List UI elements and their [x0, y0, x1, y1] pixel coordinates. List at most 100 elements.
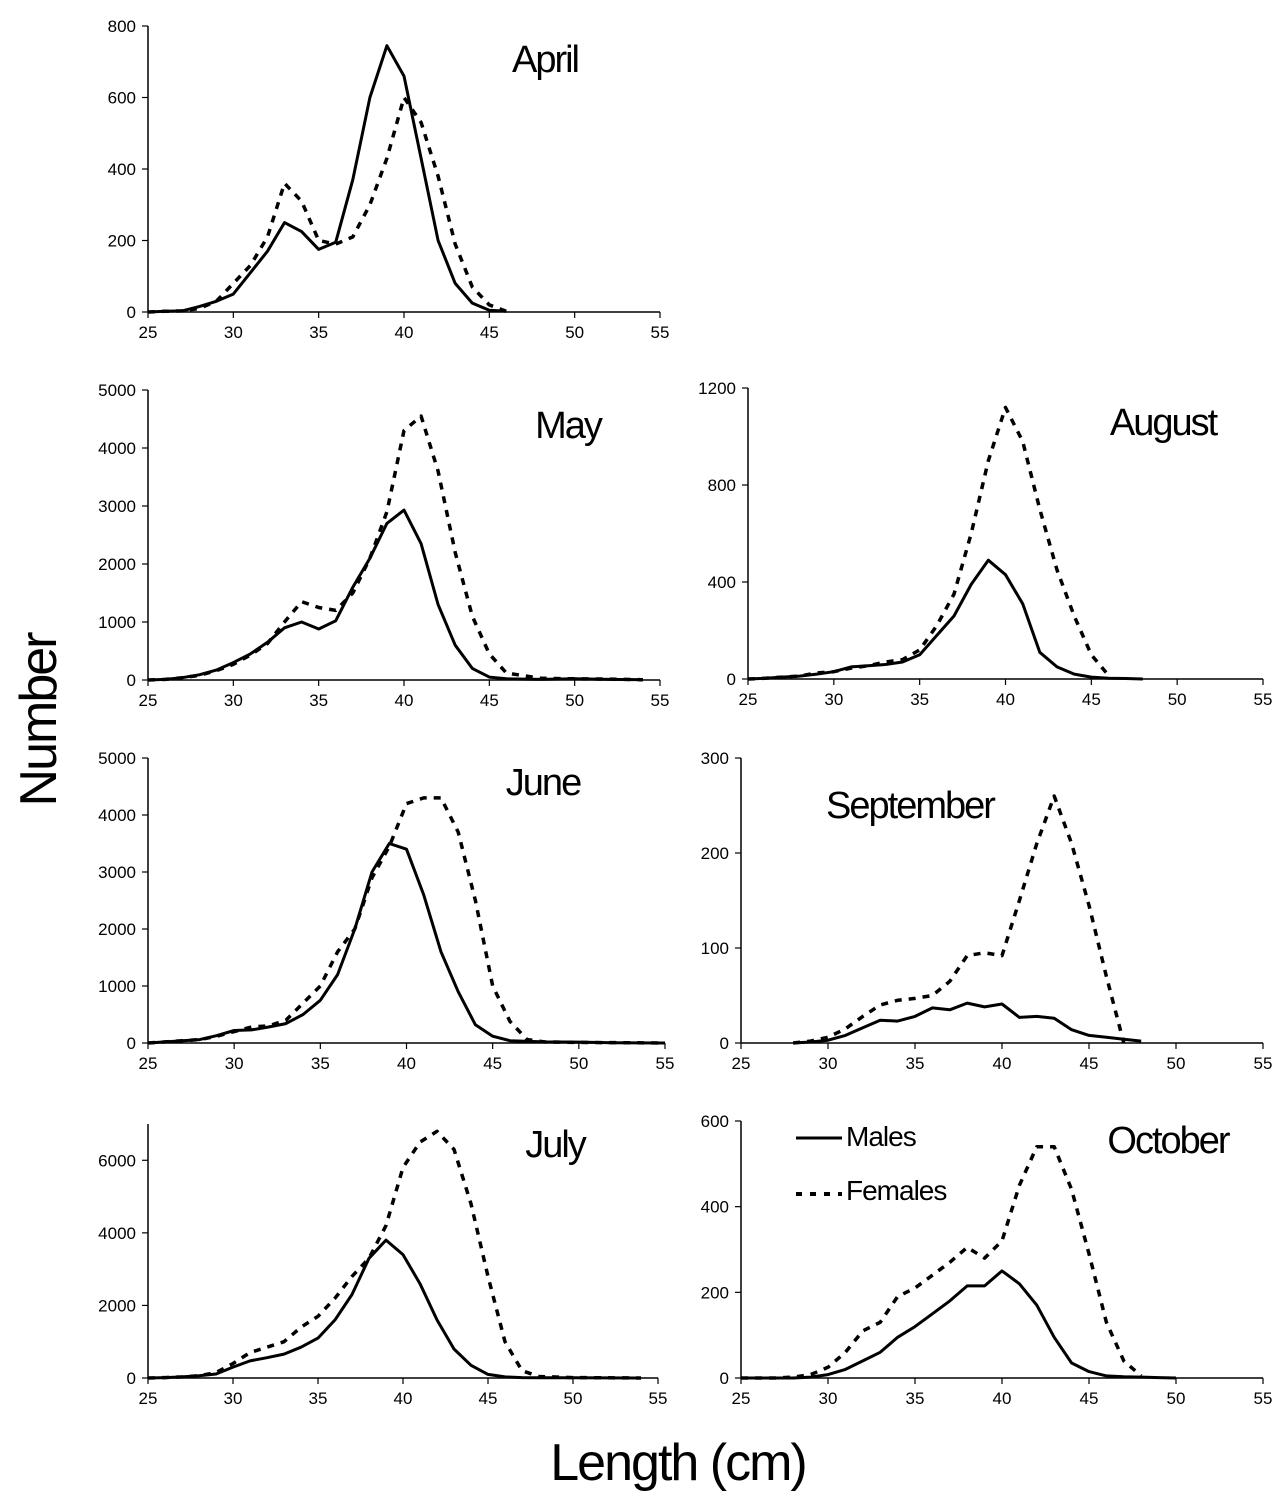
panel-october: 25 30 35 40 45 50 55 0 200 400 600 October [701, 1112, 1273, 1408]
may-x-tick-label: 30 [224, 691, 243, 710]
april-x-tick-label: 45 [480, 323, 499, 342]
june-x-tick-label: 55 [656, 1054, 675, 1073]
june-x-tick-label: 25 [139, 1054, 158, 1073]
september-x-tick-label: 25 [732, 1054, 751, 1073]
x-axis-title: Length (cm) [550, 1434, 805, 1492]
october-y-tick-label: 200 [701, 1283, 729, 1302]
july-x-tick-label: 40 [394, 1389, 413, 1408]
august-x-tick-label: 45 [1082, 690, 1101, 709]
july-series-females [147, 1129, 642, 1380]
june-x-tick-label: 35 [311, 1054, 330, 1073]
june-y-tick-label: 3000 [98, 863, 136, 882]
august-series-females [747, 405, 1110, 681]
may-y-tick-label: 5000 [98, 381, 136, 400]
june-y-tick-label: 2000 [98, 920, 136, 939]
september-x-tick-label: 50 [1167, 1054, 1186, 1073]
september-x-tick-label: 35 [906, 1054, 925, 1073]
june-y-tick-label: 4000 [98, 806, 136, 825]
september-y-tick-label: 300 [701, 749, 729, 768]
panel-june: 25 30 35 40 45 50 55 0 1000 2000 3000 4000 5000 June [98, 749, 674, 1073]
august-y-tick-label: 400 [708, 573, 736, 592]
october-y-tick-label: 0 [720, 1369, 729, 1388]
june-x-tick-label: 40 [397, 1054, 416, 1073]
june-series-males [147, 842, 666, 1045]
august-y-tick-label: 0 [727, 670, 736, 689]
april-x-tick-label: 50 [565, 323, 584, 342]
april-x-tick-label: 25 [139, 323, 158, 342]
may-y-tick-label: 3000 [98, 497, 136, 516]
october-series-males [741, 1269, 1177, 1380]
may-x-tick-label: 50 [565, 691, 584, 710]
july-y-tick-label: 0 [127, 1369, 136, 1388]
september-x-tick-label: 30 [819, 1054, 838, 1073]
may-x-tick-label: 35 [309, 691, 328, 710]
august-x-tick-label: 25 [739, 690, 758, 709]
april-series-males [147, 44, 507, 314]
august-x-tick-label: 30 [824, 690, 843, 709]
april-series-females [147, 95, 508, 314]
july-x-tick-label: 50 [564, 1389, 583, 1408]
april-y-tick-label: 800 [108, 17, 136, 36]
july-y-tick-label: 6000 [98, 1151, 136, 1170]
panel-september: 25 30 35 40 45 50 55 0 100 200 300 September [701, 749, 1273, 1073]
june-y-tick-label: 5000 [98, 749, 136, 768]
june-x-tick-label: 50 [569, 1054, 588, 1073]
june-x-tick-label: 30 [225, 1054, 244, 1073]
july-x-tick-label: 35 [309, 1389, 328, 1408]
panel-may: 25 30 35 40 45 50 55 0 1000 2000 3000 4000 5000 May [98, 381, 669, 710]
july-x-tick-label: 30 [224, 1389, 243, 1408]
may-series-females [147, 414, 643, 682]
april-title: April [512, 39, 578, 81]
august-x-tick-label: 50 [1168, 690, 1187, 709]
september-y-tick-label: 200 [701, 844, 729, 863]
may-x-tick-label: 55 [651, 691, 670, 710]
may-x-tick-label: 40 [395, 691, 414, 710]
july-x-tick-label: 25 [139, 1389, 158, 1408]
july-series-males [147, 1238, 642, 1380]
october-series-females [741, 1144, 1143, 1380]
september-y-tick-label: 100 [701, 939, 729, 958]
july-y-tick-label: 2000 [98, 1296, 136, 1315]
august-x-tick-label: 40 [996, 690, 1015, 709]
october-x-tick-label: 30 [819, 1389, 838, 1408]
october-x-tick-label: 55 [1254, 1389, 1273, 1408]
october-x-tick-label: 40 [993, 1389, 1012, 1408]
panel-april: 25 30 35 40 45 50 55 0 200 400 600 800 April [108, 17, 670, 342]
august-series-males [747, 558, 1143, 681]
april-y-tick-label: 0 [127, 303, 136, 322]
y-axis-title: Number [10, 632, 68, 807]
panel-august: 25 30 35 40 45 50 55 0 400 800 1200 August [698, 379, 1272, 709]
october-x-tick-label: 35 [906, 1389, 925, 1408]
september-x-tick-label: 55 [1254, 1054, 1273, 1073]
august-x-tick-label: 55 [1254, 690, 1273, 709]
july-title: July [525, 1124, 587, 1166]
may-title: May [535, 405, 603, 447]
september-series-females [793, 794, 1126, 1045]
october-x-tick-label: 45 [1080, 1389, 1099, 1408]
september-x-tick-label: 40 [993, 1054, 1012, 1073]
may-x-tick-label: 45 [480, 691, 499, 710]
july-x-tick-label: 55 [649, 1389, 668, 1408]
june-y-tick-label: 0 [127, 1034, 136, 1053]
legend: Males Females [796, 1121, 947, 1206]
april-x-tick-label: 40 [395, 323, 414, 342]
september-title: September [826, 785, 996, 827]
july-x-tick-label: 45 [479, 1389, 498, 1408]
may-y-tick-label: 1000 [98, 613, 136, 632]
august-title: August [1110, 402, 1219, 444]
may-y-tick-label: 4000 [98, 439, 136, 458]
august-x-tick-label: 35 [910, 690, 929, 709]
june-y-tick-label: 1000 [98, 977, 136, 996]
april-x-tick-label: 30 [224, 323, 243, 342]
june-series-females [147, 796, 666, 1045]
august-y-tick-label: 800 [708, 476, 736, 495]
panel-july: 25 30 35 40 45 50 55 0 2000 4000 6000 July [98, 1124, 667, 1408]
may-y-tick-label: 2000 [98, 555, 136, 574]
july-y-tick-label: 4000 [98, 1224, 136, 1243]
october-x-tick-label: 25 [732, 1389, 751, 1408]
april-y-tick-label: 400 [108, 160, 136, 179]
april-y-tick-label: 600 [108, 89, 136, 108]
may-x-tick-label: 25 [139, 691, 158, 710]
